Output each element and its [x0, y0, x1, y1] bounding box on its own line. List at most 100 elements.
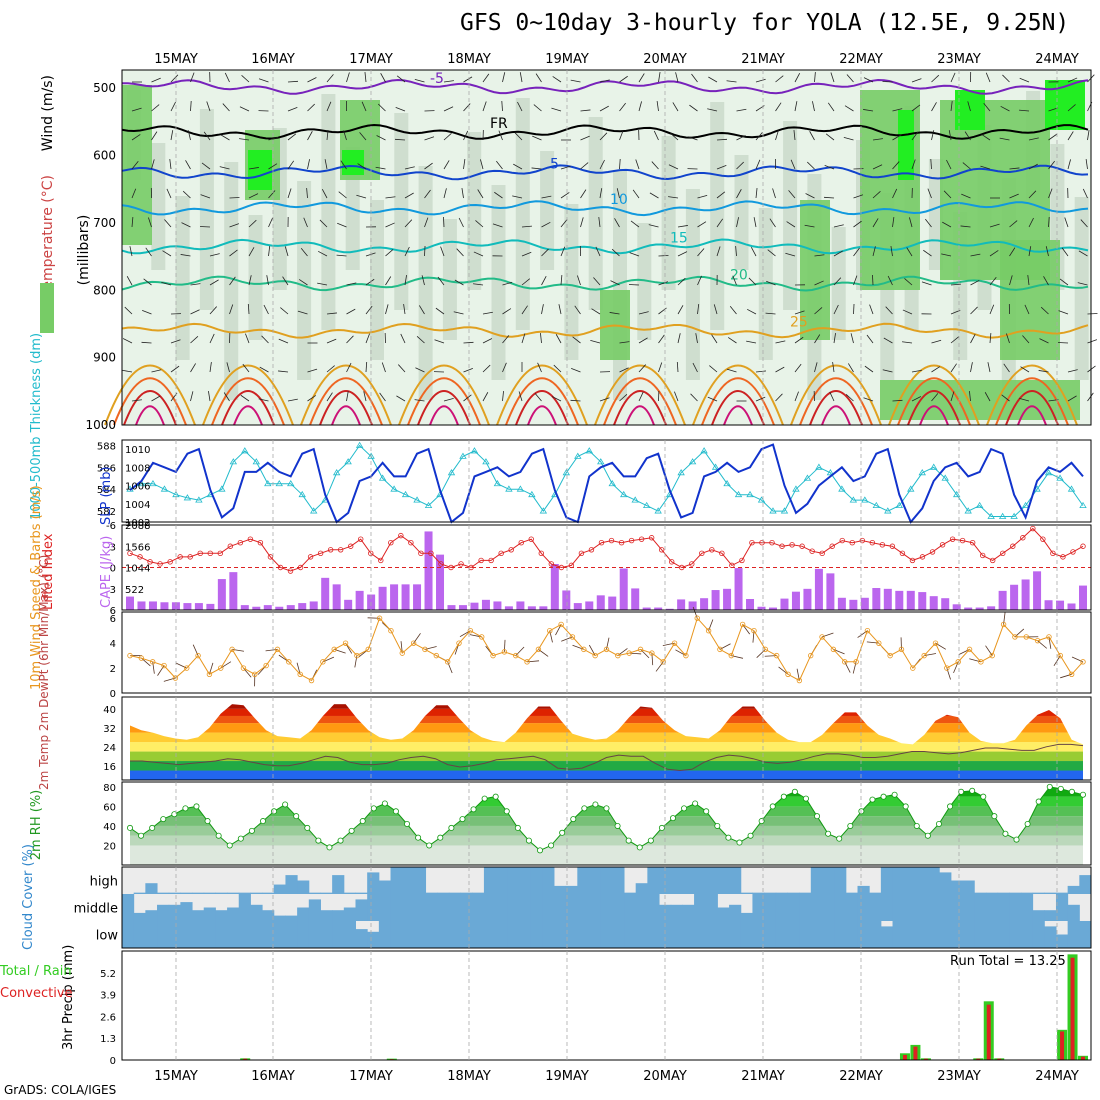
- wind-barb: [346, 362, 352, 373]
- wind-barb: [240, 394, 250, 402]
- wind-barb: [394, 138, 406, 141]
- thickness-point: [470, 447, 479, 454]
- wind-barb: [359, 132, 367, 141]
- wind-barb: [635, 159, 640, 170]
- cloud-bar-low: [810, 921, 823, 948]
- wind-barb: [814, 362, 818, 373]
- cloud-bar-high: [250, 892, 263, 894]
- wind-barb: [229, 276, 236, 286]
- wind-barb: [755, 396, 766, 402]
- cloud-bar-middle: [250, 904, 263, 921]
- day-label-bottom: 24MAY: [1035, 1069, 1079, 1084]
- cloud-bar-high: [355, 892, 368, 894]
- lifted-index-point: [538, 550, 544, 557]
- wind-speed-point: [218, 665, 224, 671]
- wind-barb: [343, 130, 347, 141]
- cloud-bar-high: [518, 867, 532, 894]
- wind-barb-10m: [708, 619, 714, 631]
- wind-barb: [833, 250, 843, 257]
- cloud-bar-middle: [787, 894, 800, 921]
- surface-temp-arch: [711, 390, 765, 426]
- wind-barb: [1038, 370, 1049, 373]
- wind-speed-point: [149, 659, 156, 665]
- cloud-bar-middle: [577, 894, 590, 921]
- wind-barb: [769, 218, 776, 228]
- cloud-bar-low: [1009, 921, 1022, 948]
- wind-barb: [950, 363, 957, 373]
- lifted-index-point: [699, 550, 705, 557]
- wind-speed-point: [808, 652, 814, 659]
- wind-barb: [670, 133, 679, 141]
- rh-band: [130, 825, 1083, 836]
- wind-barb: [887, 275, 893, 286]
- wind-barb: [850, 333, 854, 344]
- legend-wind: Wind (m/s): [40, 75, 56, 151]
- wind-barb: [999, 137, 1010, 141]
- wind-barb: [1087, 392, 1094, 402]
- wind-barb: [863, 397, 874, 402]
- wind-barb: [1039, 338, 1049, 344]
- day-label-bottom: 20MAY: [643, 1069, 687, 1084]
- wind-barb: [376, 135, 386, 141]
- lifted-index-point: [769, 540, 775, 546]
- thickness-point: [585, 447, 593, 454]
- thickness-point: [344, 458, 352, 465]
- lifted-index-point: [879, 542, 886, 548]
- wind-barb: [753, 217, 757, 228]
- wind-speed-point: [581, 646, 587, 653]
- temp-band: [130, 770, 1083, 780]
- cloud-bar-low: [180, 921, 193, 948]
- thickness-point: [562, 469, 571, 476]
- lifted-index-point: [990, 557, 996, 564]
- wind-barb: [385, 249, 394, 257]
- wind-barb: [203, 131, 211, 141]
- wind-speed-point: [819, 634, 825, 640]
- wind-barb: [517, 101, 523, 112]
- wind-barb: [480, 159, 484, 170]
- wind-speed-point: [1034, 637, 1041, 644]
- wind-speed-point: [354, 652, 360, 659]
- cloud-bar-low: [378, 921, 392, 948]
- wind-barb: [736, 135, 746, 141]
- precip-tick: 1.3: [100, 1034, 116, 1045]
- cloud-bar-high: [192, 892, 205, 894]
- cape-bar: [447, 605, 456, 610]
- temp-band: [130, 732, 1083, 743]
- wind-barb: [326, 338, 337, 344]
- wind-barb: [651, 161, 659, 170]
- cloud-bar-middle: [1044, 910, 1057, 921]
- cape-bar: [746, 599, 755, 610]
- day-label-top: 17MAY: [349, 52, 393, 67]
- cloud-bar-low: [227, 921, 240, 948]
- wind-barb: [892, 188, 898, 199]
- temp-contour-label: 25: [790, 315, 808, 331]
- wind-barb: [911, 159, 916, 170]
- rh2m-point: [404, 820, 411, 827]
- cloud-bar-low: [904, 921, 917, 948]
- cloud-bar-high: [822, 867, 835, 894]
- surface-temp-arch: [625, 405, 655, 426]
- cape-bar: [814, 568, 823, 610]
- wind-barb: [570, 79, 581, 83]
- cloud-bar-low: [600, 921, 613, 948]
- cape-bar: [539, 606, 548, 610]
- wind-barb: [827, 102, 835, 112]
- surface-temp-arch: [233, 405, 263, 426]
- wind-barb: [942, 221, 952, 228]
- lifted-index-point: [137, 554, 143, 560]
- cloud-bar-high: [343, 892, 356, 894]
- wind-barb: [726, 80, 737, 83]
- wind-barb: [166, 188, 172, 199]
- cape-bar: [654, 607, 663, 610]
- wind-barb: [775, 130, 779, 141]
- wind-barb: [122, 369, 133, 373]
- slp-line: [129, 443, 1084, 524]
- wind-barb: [653, 130, 659, 141]
- surface-temp-arch: [505, 377, 579, 426]
- rh2m-point: [315, 837, 322, 844]
- wind-barb: [872, 138, 883, 141]
- wind-barb: [307, 131, 313, 141]
- wind-barb: [519, 72, 523, 83]
- surface-temp-arch: [692, 364, 784, 426]
- precip-conv-bar: [997, 1058, 1002, 1060]
